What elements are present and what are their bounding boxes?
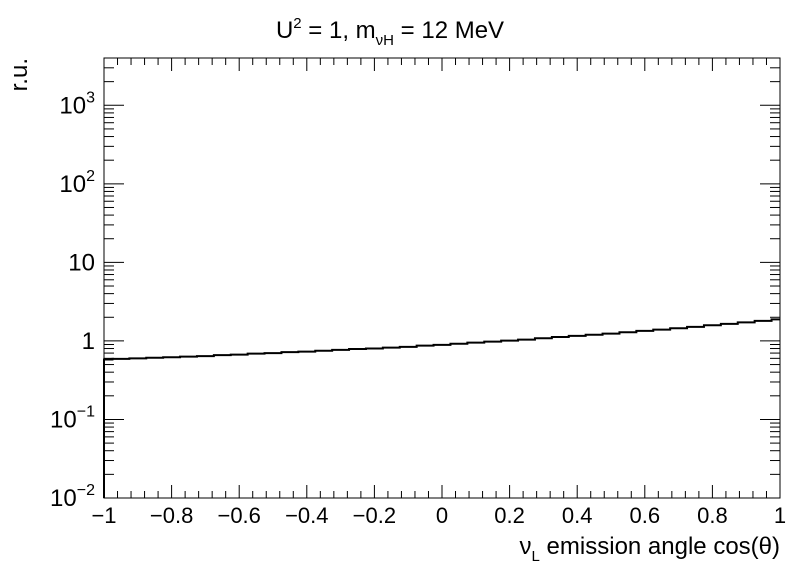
y-tick-base: 10: [68, 249, 95, 276]
plot-area: [103, 57, 781, 499]
y-tick-base: 10: [59, 171, 86, 198]
x-tick-label: −0.4: [285, 503, 328, 528]
xlabel-base: ν: [520, 533, 532, 560]
y-tick-exponent: 3: [86, 89, 95, 106]
xlabel-tail: emission angle cos(θ): [540, 533, 780, 560]
y-tick-base: 10: [59, 92, 86, 119]
y-tick-base: 10: [50, 485, 77, 512]
x-tick-label: −1: [91, 503, 116, 528]
x-tick-label: 0: [436, 503, 448, 528]
x-tick-label: 0.8: [697, 503, 728, 528]
y-tick-label: 10: [68, 249, 95, 276]
y-tick-label: 10−2: [50, 482, 95, 512]
y-tick-label: 1: [82, 328, 95, 355]
title-mid: = 1, m: [302, 17, 376, 44]
xlabel-sub: L: [532, 548, 540, 565]
x-tick-label: 0.4: [562, 503, 593, 528]
y-tick-label: 10−1: [50, 403, 95, 433]
x-tick-label: 0.2: [494, 503, 525, 528]
x-axis: −1 −0.8 −0.6 −0.4 −0.2 0 0.2 0.4 0.6 0.8 1: [91, 58, 786, 528]
title-base: U: [276, 17, 293, 44]
y-tick-base: 1: [82, 328, 95, 355]
x-tick-label: −0.6: [217, 503, 260, 528]
x-tick-label: −0.8: [150, 503, 193, 528]
title-sup: 2: [293, 15, 301, 32]
title-sub: νH: [376, 32, 394, 49]
x-tick-label: 0.6: [630, 503, 661, 528]
y-tick-exponent: −2: [77, 482, 95, 499]
title-tail: = 12 MeV: [394, 17, 504, 44]
chart-title: U2 = 1, mνH = 12 MeV: [276, 15, 504, 49]
y-axis-label: r.u.: [6, 58, 33, 91]
x-tick-label: 1: [774, 503, 786, 528]
y-tick-exponent: −1: [77, 403, 95, 420]
y-tick-base: 10: [50, 406, 77, 433]
series-line-0: [103, 318, 780, 498]
x-axis-label: νL emission angle cos(θ): [520, 533, 780, 565]
y-tick-exponent: 2: [86, 168, 95, 185]
y-tick-label: 102: [59, 168, 95, 198]
x-tick-label: −0.2: [353, 503, 396, 528]
series-layer: [103, 318, 780, 498]
y-tick-label: 103: [59, 89, 95, 119]
